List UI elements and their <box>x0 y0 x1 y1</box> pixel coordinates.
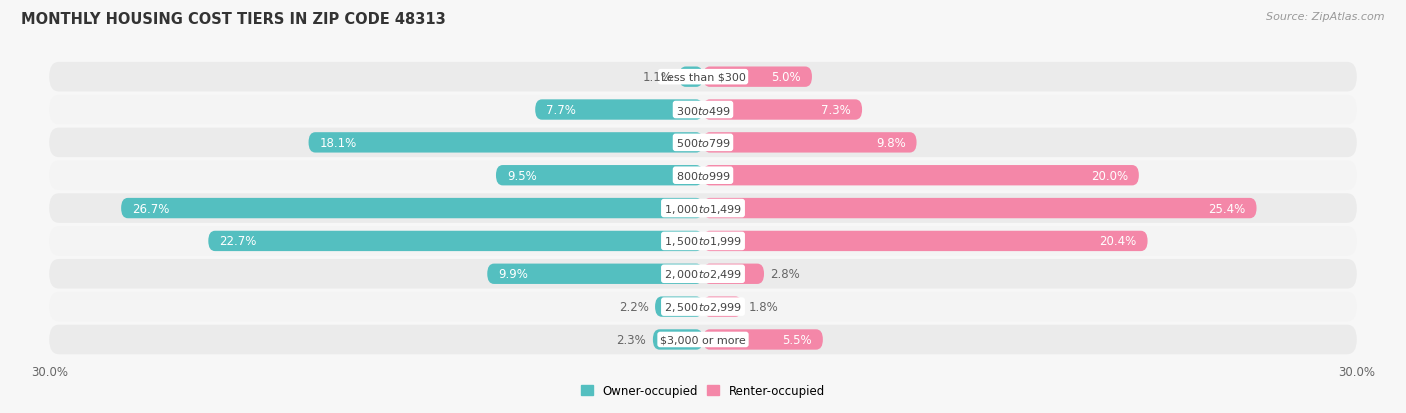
Text: $2,000 to $2,499: $2,000 to $2,499 <box>664 268 742 280</box>
Text: 25.4%: 25.4% <box>1208 202 1246 215</box>
Text: 18.1%: 18.1% <box>319 137 357 150</box>
FancyBboxPatch shape <box>703 264 763 284</box>
FancyBboxPatch shape <box>703 67 813 88</box>
FancyBboxPatch shape <box>703 198 1257 219</box>
FancyBboxPatch shape <box>49 194 1357 223</box>
FancyBboxPatch shape <box>703 231 1147 252</box>
Text: 1.8%: 1.8% <box>749 300 779 313</box>
Text: $2,500 to $2,999: $2,500 to $2,999 <box>664 300 742 313</box>
FancyBboxPatch shape <box>49 161 1357 190</box>
FancyBboxPatch shape <box>49 292 1357 322</box>
FancyBboxPatch shape <box>496 166 703 186</box>
Legend: Owner-occupied, Renter-occupied: Owner-occupied, Renter-occupied <box>576 379 830 402</box>
FancyBboxPatch shape <box>49 227 1357 256</box>
FancyBboxPatch shape <box>655 297 703 317</box>
Text: 9.9%: 9.9% <box>498 268 529 280</box>
Text: 22.7%: 22.7% <box>219 235 256 248</box>
FancyBboxPatch shape <box>703 133 917 153</box>
Text: Less than $300: Less than $300 <box>661 73 745 83</box>
Text: 20.4%: 20.4% <box>1099 235 1136 248</box>
Text: $3,000 or more: $3,000 or more <box>661 335 745 344</box>
FancyBboxPatch shape <box>308 133 703 153</box>
FancyBboxPatch shape <box>49 95 1357 125</box>
Text: 9.5%: 9.5% <box>508 169 537 182</box>
FancyBboxPatch shape <box>703 330 823 350</box>
FancyBboxPatch shape <box>703 100 862 121</box>
FancyBboxPatch shape <box>703 166 1139 186</box>
Text: 9.8%: 9.8% <box>876 137 905 150</box>
Text: Source: ZipAtlas.com: Source: ZipAtlas.com <box>1267 12 1385 22</box>
Text: $300 to $499: $300 to $499 <box>675 104 731 116</box>
FancyBboxPatch shape <box>679 67 703 88</box>
FancyBboxPatch shape <box>652 330 703 350</box>
FancyBboxPatch shape <box>49 128 1357 158</box>
Text: 1.1%: 1.1% <box>643 71 672 84</box>
FancyBboxPatch shape <box>536 100 703 121</box>
Text: $1,500 to $1,999: $1,500 to $1,999 <box>664 235 742 248</box>
Text: 2.8%: 2.8% <box>770 268 800 280</box>
Text: 7.7%: 7.7% <box>546 104 576 117</box>
Text: 2.2%: 2.2% <box>619 300 648 313</box>
Text: 2.3%: 2.3% <box>617 333 647 346</box>
Text: $800 to $999: $800 to $999 <box>675 170 731 182</box>
Text: 7.3%: 7.3% <box>821 104 851 117</box>
Text: $500 to $799: $500 to $799 <box>675 137 731 149</box>
Text: 5.5%: 5.5% <box>782 333 813 346</box>
Text: 5.0%: 5.0% <box>772 71 801 84</box>
FancyBboxPatch shape <box>208 231 703 252</box>
FancyBboxPatch shape <box>703 297 742 317</box>
Text: 26.7%: 26.7% <box>132 202 169 215</box>
FancyBboxPatch shape <box>121 198 703 219</box>
FancyBboxPatch shape <box>488 264 703 284</box>
FancyBboxPatch shape <box>49 63 1357 92</box>
FancyBboxPatch shape <box>49 325 1357 354</box>
Text: MONTHLY HOUSING COST TIERS IN ZIP CODE 48313: MONTHLY HOUSING COST TIERS IN ZIP CODE 4… <box>21 12 446 27</box>
Text: 20.0%: 20.0% <box>1091 169 1128 182</box>
Text: $1,000 to $1,499: $1,000 to $1,499 <box>664 202 742 215</box>
FancyBboxPatch shape <box>49 259 1357 289</box>
